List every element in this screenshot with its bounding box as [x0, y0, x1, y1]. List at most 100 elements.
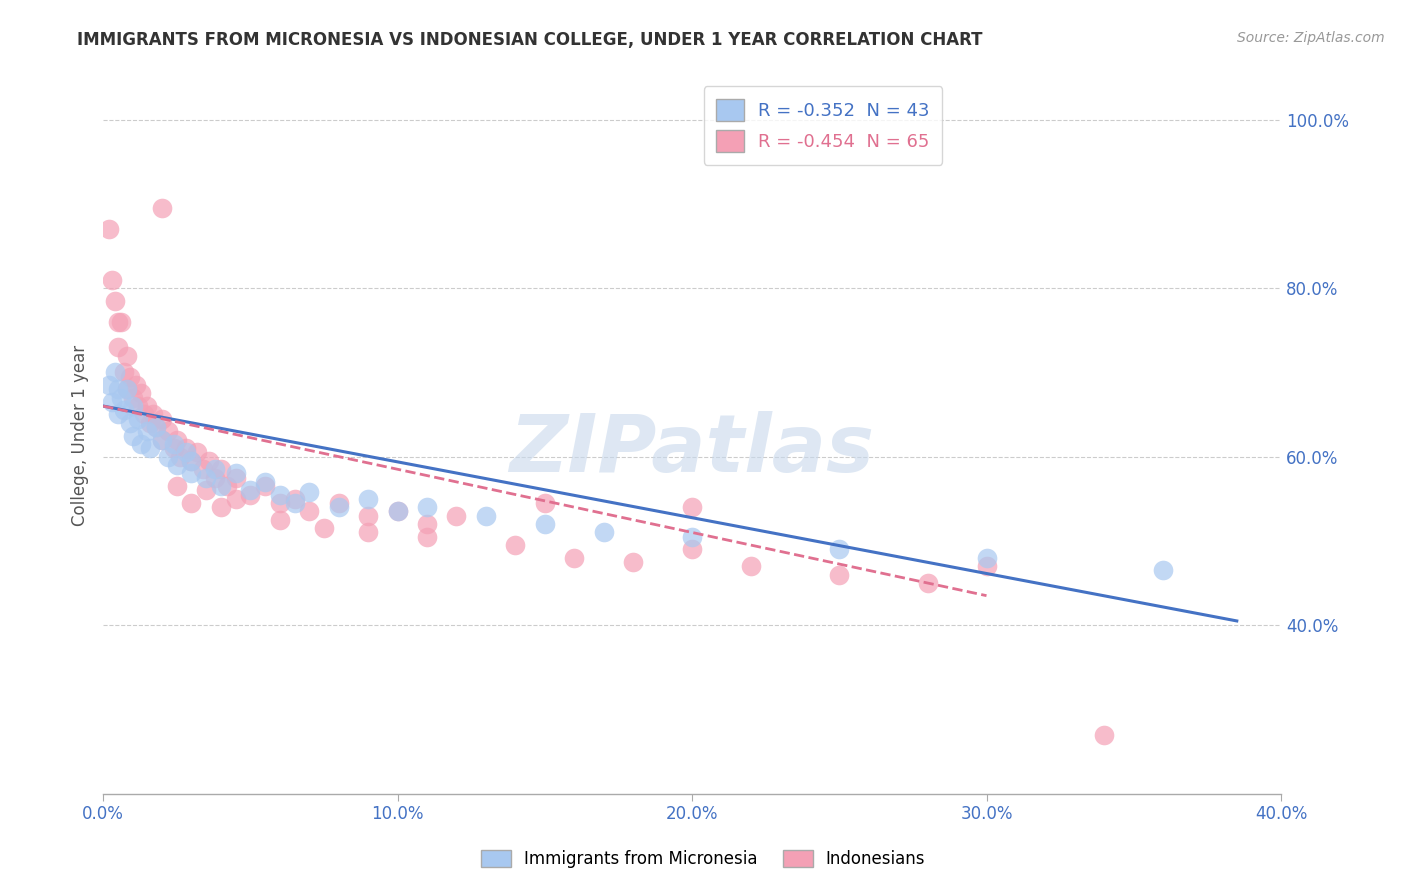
Point	[110, 391, 132, 405]
Point	[104, 293, 127, 308]
Point	[118, 416, 141, 430]
Legend: Immigrants from Micronesia, Indonesians: Immigrants from Micronesia, Indonesians	[474, 843, 932, 875]
Point	[121, 428, 143, 442]
Point	[107, 340, 129, 354]
Text: ZIPatlas: ZIPatlas	[509, 411, 875, 489]
Point	[98, 222, 121, 236]
Point	[387, 504, 409, 518]
Point	[328, 496, 350, 510]
Point	[416, 530, 439, 544]
Point	[592, 525, 614, 540]
Point	[681, 500, 703, 515]
Point	[505, 538, 527, 552]
Point	[740, 559, 762, 574]
Point	[121, 391, 143, 405]
Point	[269, 487, 291, 501]
Point	[166, 458, 188, 472]
Point	[209, 462, 232, 476]
Point	[139, 416, 162, 430]
Point	[136, 399, 159, 413]
Point	[198, 454, 221, 468]
Point	[298, 485, 321, 500]
Point	[180, 454, 202, 468]
Point	[166, 479, 188, 493]
Point	[163, 437, 186, 451]
Point	[225, 467, 247, 481]
Y-axis label: College, Under 1 year: College, Under 1 year	[72, 345, 89, 526]
Point	[127, 399, 149, 413]
Point	[142, 408, 165, 422]
Text: IMMIGRANTS FROM MICRONESIA VS INDONESIAN COLLEGE, UNDER 1 YEAR CORRELATION CHART: IMMIGRANTS FROM MICRONESIA VS INDONESIAN…	[77, 31, 983, 49]
Point	[533, 496, 555, 510]
Point	[828, 542, 851, 557]
Point	[134, 408, 156, 422]
Point	[174, 445, 197, 459]
Point	[254, 479, 277, 493]
Point	[139, 441, 162, 455]
Point	[917, 576, 939, 591]
Point	[239, 483, 262, 498]
Point	[195, 483, 218, 498]
Point	[166, 433, 188, 447]
Point	[98, 378, 121, 392]
Point	[254, 475, 277, 489]
Point	[387, 504, 409, 518]
Point	[562, 550, 585, 565]
Text: Source: ZipAtlas.com: Source: ZipAtlas.com	[1237, 31, 1385, 45]
Point	[169, 450, 191, 464]
Point	[298, 504, 321, 518]
Point	[163, 441, 186, 455]
Point	[115, 382, 138, 396]
Point	[156, 450, 179, 464]
Point	[150, 411, 173, 425]
Point	[131, 437, 153, 451]
Point	[357, 525, 380, 540]
Point	[186, 445, 208, 459]
Point	[101, 273, 124, 287]
Point	[828, 567, 851, 582]
Point	[681, 542, 703, 557]
Point	[121, 399, 143, 413]
Point	[976, 550, 998, 565]
Point	[145, 420, 167, 434]
Point	[1152, 563, 1174, 577]
Point	[118, 369, 141, 384]
Point	[416, 500, 439, 515]
Point	[193, 462, 215, 476]
Point	[124, 378, 146, 392]
Point	[104, 365, 127, 379]
Point	[127, 411, 149, 425]
Point	[115, 382, 138, 396]
Point	[209, 479, 232, 493]
Point	[112, 403, 135, 417]
Point	[180, 454, 202, 468]
Point	[215, 479, 238, 493]
Point	[150, 201, 173, 215]
Point	[225, 471, 247, 485]
Point	[180, 467, 202, 481]
Point	[110, 315, 132, 329]
Point	[204, 462, 226, 476]
Point	[204, 471, 226, 485]
Point	[101, 395, 124, 409]
Point	[681, 530, 703, 544]
Point	[976, 559, 998, 574]
Point	[131, 386, 153, 401]
Point	[1092, 728, 1115, 742]
Point	[312, 521, 335, 535]
Point	[328, 500, 350, 515]
Point	[239, 487, 262, 501]
Point	[533, 516, 555, 531]
Point	[416, 516, 439, 531]
Point	[174, 441, 197, 455]
Point	[475, 508, 498, 523]
Point	[107, 408, 129, 422]
Point	[283, 491, 305, 506]
Point	[150, 433, 173, 447]
Point	[195, 471, 218, 485]
Point	[269, 513, 291, 527]
Legend: R = -0.352  N = 43, R = -0.454  N = 65: R = -0.352 N = 43, R = -0.454 N = 65	[704, 87, 942, 165]
Point	[145, 420, 167, 434]
Point	[621, 555, 644, 569]
Point	[283, 496, 305, 510]
